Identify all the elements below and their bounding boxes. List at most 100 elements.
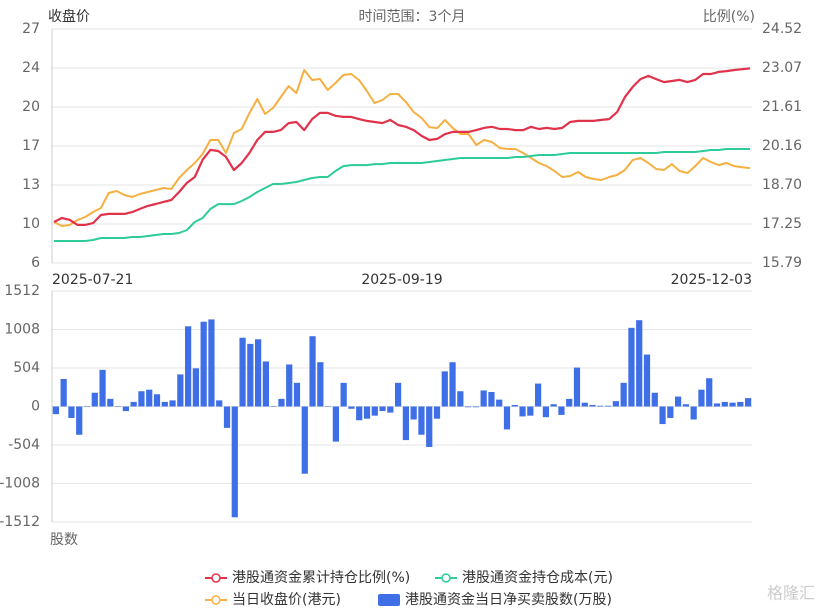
bar [208,319,215,407]
y-tick-label: -504 [8,437,40,453]
bar [550,404,557,407]
bar [340,382,347,407]
y-tick-label: 1512 [4,283,40,299]
y2-tick-label: 15.79 [762,255,802,271]
bar [68,406,75,418]
bar [332,406,339,442]
y-axis-title: 股数 [50,532,78,548]
x-tick-label: 2025-12-03 [671,272,752,288]
bar [682,404,689,407]
line-series [53,67,751,226]
bar [169,400,176,407]
bar [465,406,472,408]
bar [496,399,503,407]
bar [503,406,511,430]
y-tick-label: 0 [31,399,40,415]
bar [107,398,114,407]
legend-label: 港股通资金当日净买卖股数(万股) [405,592,612,608]
y-tick-label: 1008 [4,322,40,338]
bar [192,368,199,407]
y-tick-label: 24 [22,60,40,76]
bar [286,364,293,407]
bar [441,371,448,407]
bar [721,401,728,407]
y-tick-label: 27 [22,21,40,37]
bar [667,406,674,418]
bar [356,406,363,421]
bar [363,406,371,419]
bar [581,402,588,407]
y2-tick-label: 20.16 [762,138,802,154]
bar [535,383,542,407]
bar [713,403,721,407]
chart-title: 时间范围：3个月 [359,8,466,25]
bar [659,406,666,425]
y-tick-label: 6 [31,255,40,271]
y-tick-label: -1512 [0,514,40,530]
line-series [54,148,750,242]
bar [161,401,168,407]
bar [278,398,285,407]
legend-label: 当日收盘价(港元) [232,591,341,608]
bar [76,406,83,435]
bar [99,369,106,407]
bar [60,379,67,407]
legend-label: 港股通资金累计持仓比例(%) [232,570,410,586]
bar [636,320,643,407]
bar [223,406,231,428]
bar [558,406,565,415]
bar [91,392,98,407]
bar [651,392,658,407]
bar [231,406,238,518]
bar [185,326,192,407]
legend-label: 港股通资金持仓成本(元) [462,570,613,586]
legend-swatch [441,573,451,583]
bar [270,406,277,407]
bar [247,343,254,407]
y2-tick-label: 18.70 [762,177,802,193]
bar [433,406,441,419]
bar [566,398,573,407]
line-series [53,69,751,227]
y-axis-title: 收盘价 [48,8,90,25]
bar [589,404,596,407]
bar [612,401,619,407]
bar [138,391,145,407]
bar [542,406,549,418]
bar [573,367,581,407]
y-tick-label: 17 [22,138,40,154]
bar [130,401,137,407]
bar [402,406,409,441]
bar [527,406,534,416]
bar [511,404,518,407]
bar [706,378,713,407]
legend-swatch [211,595,221,605]
bar [472,406,479,408]
bar [83,406,91,407]
bar [317,362,324,407]
y-tick-label: 20 [22,99,40,115]
bar [698,389,705,407]
y2-tick-label: 17.25 [762,216,802,232]
bar [301,406,308,474]
bar [418,406,425,435]
bar [620,382,627,407]
bar [146,389,153,407]
bar [737,401,744,407]
bar [457,391,464,407]
bar [200,321,207,407]
bar [426,406,433,447]
x-tick-label: 2025-09-19 [361,272,442,288]
bar [628,327,635,407]
y2-tick-label: 24.52 [762,21,802,37]
bar [410,406,417,420]
bar [122,406,129,412]
bar [309,336,316,407]
bar [371,406,378,416]
y-tick-label: -1008 [0,476,40,492]
bar [675,396,682,407]
legend-swatch [211,573,221,583]
bar [488,391,495,407]
x-tick-label: 2025-07-21 [52,272,133,288]
